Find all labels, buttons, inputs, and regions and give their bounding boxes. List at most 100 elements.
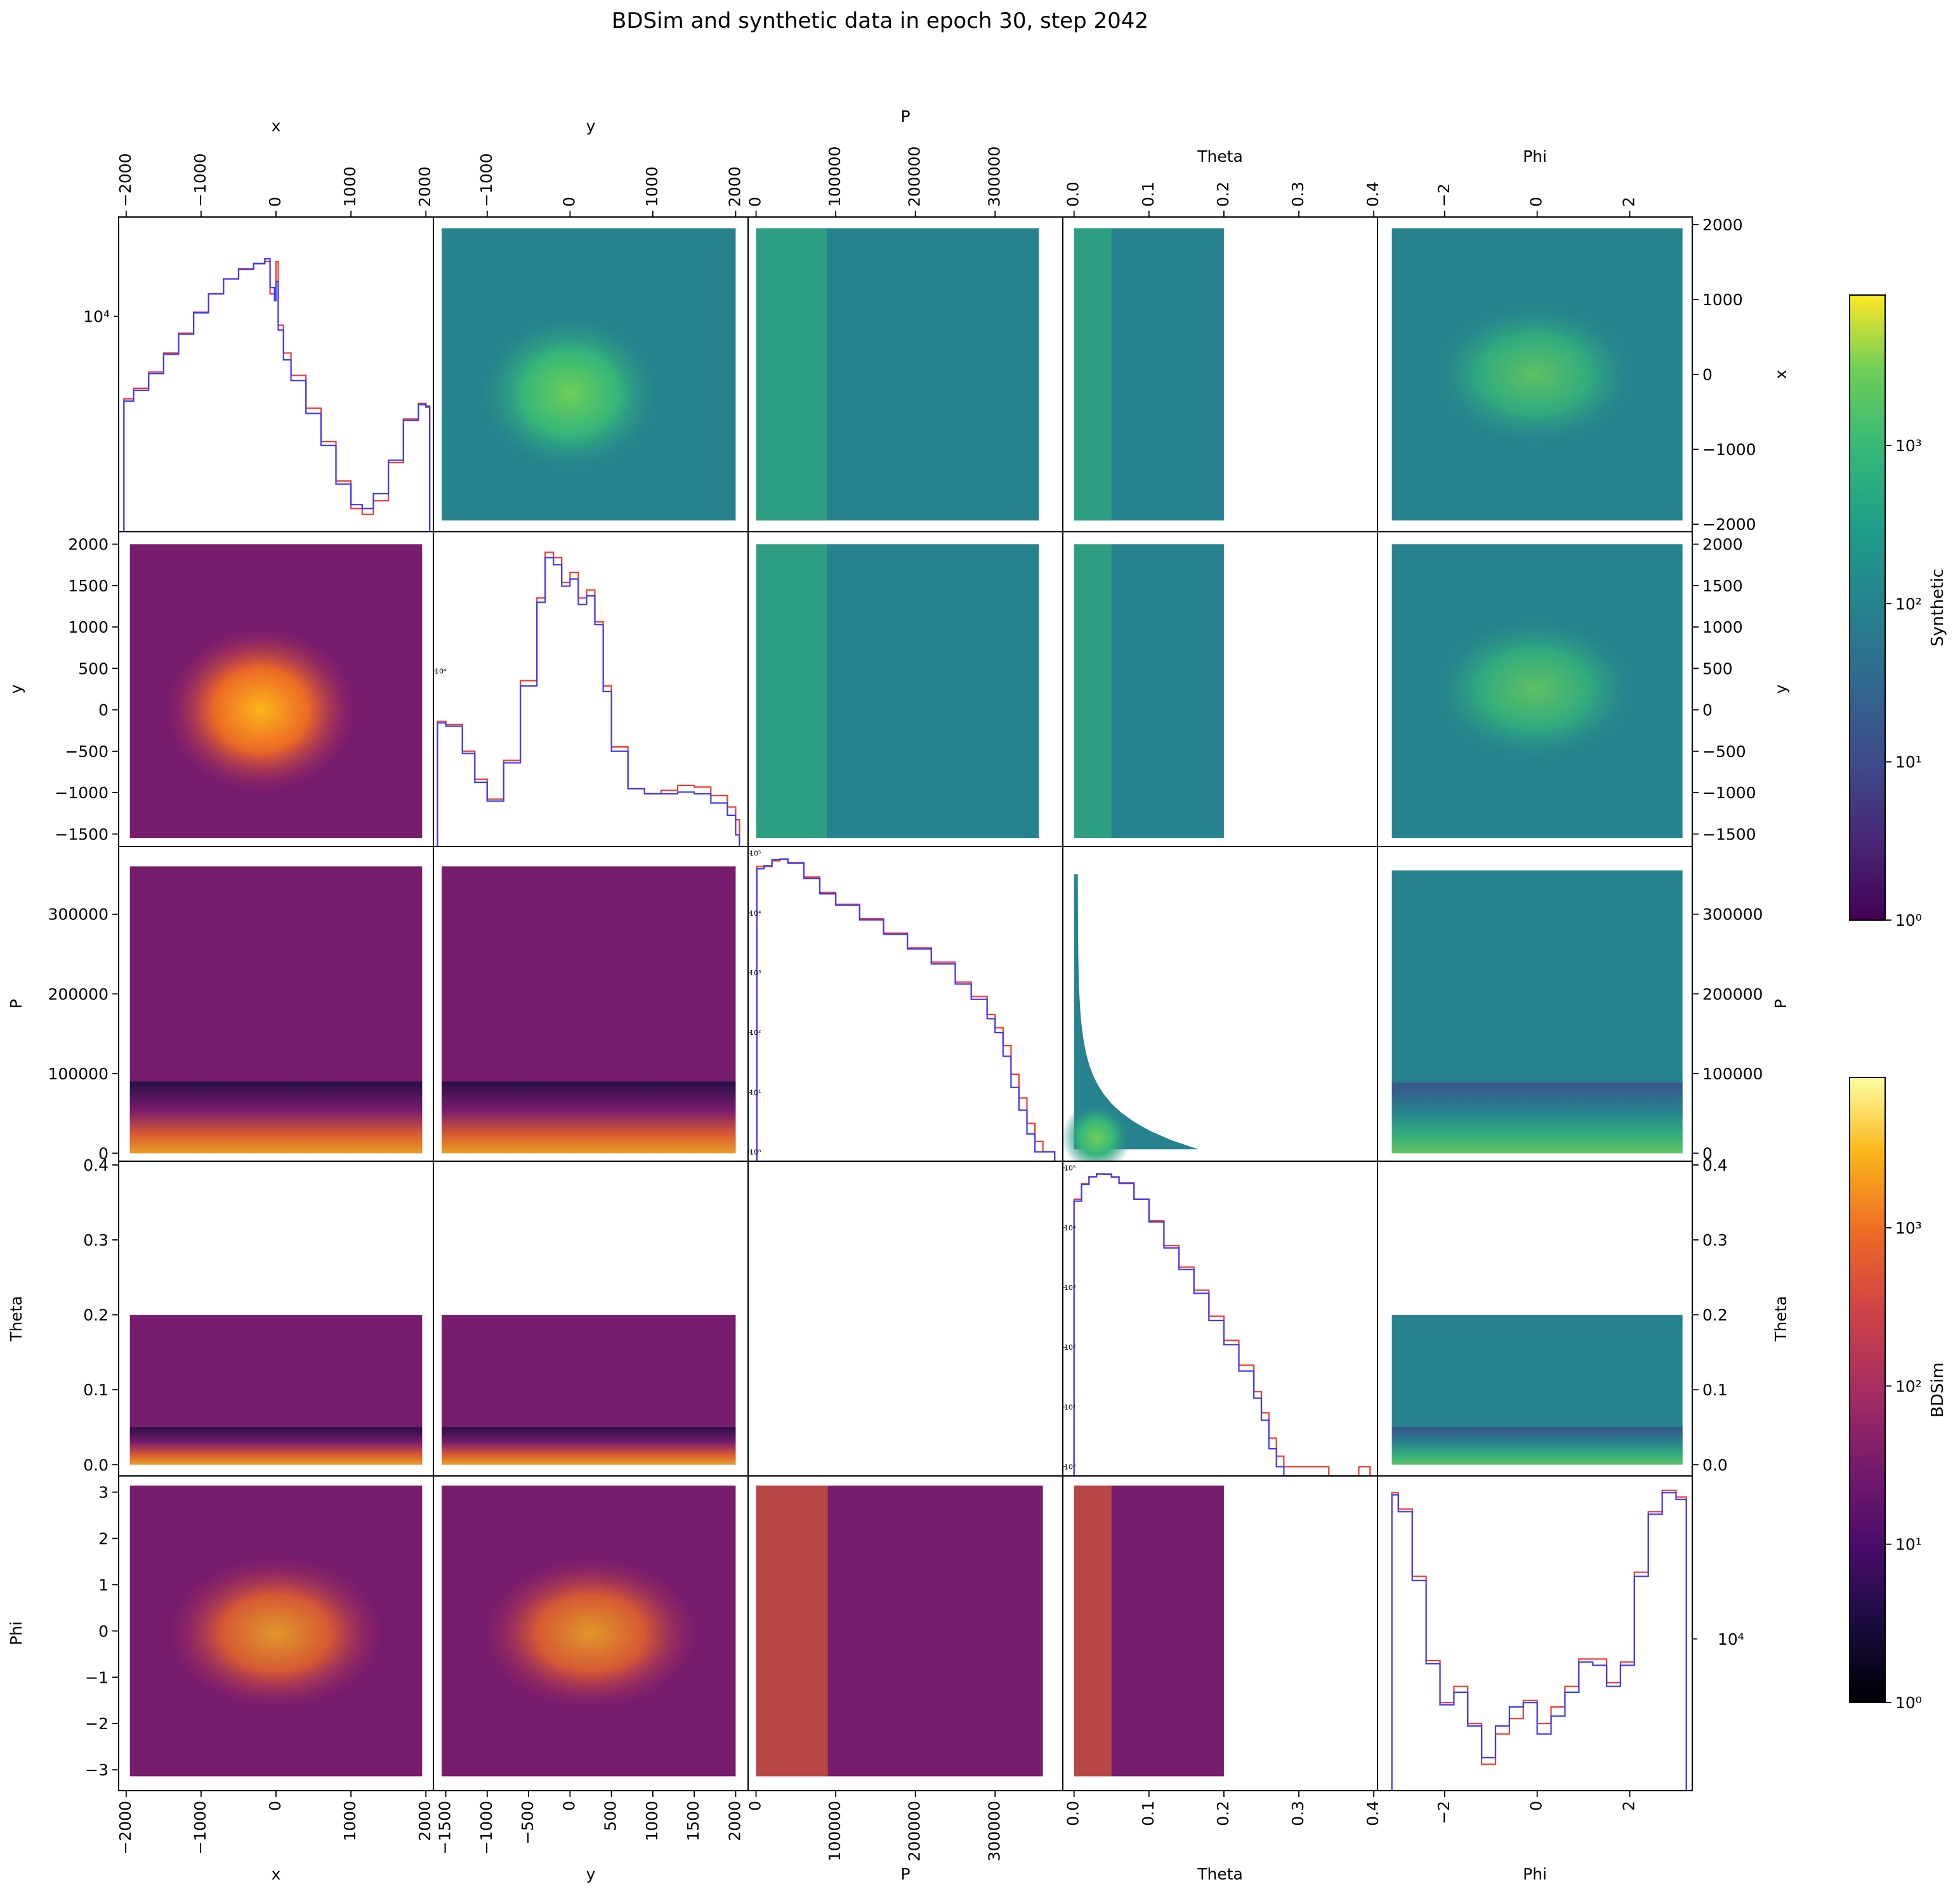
x-tick-label: 2000 bbox=[725, 1801, 744, 1841]
y-tick-label: 1 bbox=[98, 1576, 109, 1594]
x-tick-label: −500 bbox=[518, 1801, 537, 1845]
x-tick-label: 0.3 bbox=[1289, 181, 1307, 207]
x-tick-label: 0 bbox=[560, 1801, 578, 1811]
y-tick-label: 0.3 bbox=[83, 1231, 109, 1249]
colorbar-tick-label: 10² bbox=[1895, 595, 1922, 613]
y-tick-label: 1000 bbox=[1702, 618, 1743, 636]
x-tick-label: 0.2 bbox=[1214, 1801, 1232, 1826]
synthetic-heatmap-y-vs-Theta bbox=[1074, 544, 1224, 838]
panel-frame-Phi-Phi bbox=[1377, 1475, 1693, 1791]
y-tick-label: −1000 bbox=[55, 784, 109, 802]
y-tick-label: 300000 bbox=[1702, 905, 1763, 924]
y-tick-label: −1500 bbox=[55, 825, 109, 843]
x-axis-label-x: x bbox=[272, 1865, 281, 1883]
heatmap-dense-band bbox=[1391, 1083, 1683, 1154]
y-tick-label: 500 bbox=[1702, 659, 1733, 678]
y-tick-label: 100000 bbox=[1702, 1065, 1763, 1083]
figure-title: BDSim and synthetic data in epoch 30, st… bbox=[612, 8, 1148, 34]
y-axis-label-Phi: Phi bbox=[7, 1621, 25, 1645]
x-tick-label: 2000 bbox=[416, 166, 434, 207]
y-tick-label: 0 bbox=[98, 1622, 109, 1640]
heatmap-core bbox=[1427, 298, 1643, 451]
synthetic-heatmap-y-vs-P bbox=[756, 544, 1039, 838]
y-tick-label: 0.2 bbox=[1702, 1306, 1728, 1324]
diag-tick-label: 10⁴ bbox=[1718, 1630, 1744, 1649]
x-tick-label: 1000 bbox=[643, 1801, 661, 1841]
heatmap-core bbox=[168, 1557, 384, 1709]
y-tick-label: 0.4 bbox=[1702, 1156, 1728, 1175]
colorbar-synthetic: 10⁰ 10¹ 10² 10³ Synthetic bbox=[1849, 294, 1947, 930]
histogram-Theta-synthetic-line bbox=[1073, 1173, 1371, 1477]
x-tick-label: 0.0 bbox=[1064, 1801, 1082, 1826]
bdsim-heatmap-Phi-vs-P bbox=[756, 1485, 1043, 1777]
x-tick-label: 300000 bbox=[985, 147, 1003, 207]
x-axis-label-y: y bbox=[586, 1865, 596, 1883]
histogram-x-bdsim-line bbox=[123, 261, 431, 532]
y-axis-label-Theta: Theta bbox=[7, 1296, 25, 1342]
x-tick-label: −2 bbox=[1435, 1801, 1453, 1824]
x-tick-label: −1000 bbox=[477, 1801, 496, 1855]
y-tick-label: 2000 bbox=[1702, 216, 1743, 234]
y-tick-label: 0.2 bbox=[83, 1306, 109, 1324]
x-tick-label: 0 bbox=[560, 197, 578, 207]
synthetic-heatmap-x-vs-Phi bbox=[1391, 228, 1683, 521]
synthetic-heatmap-x-vs-y bbox=[442, 228, 736, 521]
synthetic-heatmap-Theta-vs-Phi bbox=[1391, 1315, 1683, 1465]
colorbar-tick-label: 10¹ bbox=[1895, 1536, 1922, 1554]
diag-tick-label: 10¹ bbox=[749, 1088, 761, 1096]
panel-frame-P-P bbox=[747, 846, 1063, 1162]
x-tick-label: 0.4 bbox=[1364, 1801, 1382, 1826]
x-tick-label: 1000 bbox=[341, 1801, 359, 1841]
y-tick-label: 3 bbox=[98, 1484, 109, 1502]
diag-tick-label: 10⁰ bbox=[749, 1148, 761, 1156]
y-tick-label: 500 bbox=[78, 659, 109, 678]
diag-tick-label: 10² bbox=[749, 1029, 761, 1037]
x-tick-label: 2000 bbox=[725, 166, 744, 207]
x-tick-label: 0.1 bbox=[1139, 1801, 1157, 1826]
x-tick-label: 0.1 bbox=[1139, 181, 1157, 207]
x-tick-label: −1000 bbox=[191, 1801, 209, 1855]
heatmap-dense-band bbox=[756, 1485, 828, 1777]
x-tick-label: −1500 bbox=[436, 1801, 454, 1855]
y-axis-label-Theta: Theta bbox=[1772, 1296, 1790, 1342]
colorbar-gradient bbox=[1849, 1077, 1886, 1703]
diag-tick-label: 10¹ bbox=[1064, 1403, 1075, 1411]
histogram-P-bdsim-line bbox=[756, 858, 1056, 1161]
histogram-Phi-bdsim-line bbox=[1391, 1489, 1687, 1791]
histogram-x-synthetic-line bbox=[123, 258, 431, 532]
x-tick-label: 0.4 bbox=[1364, 181, 1382, 207]
panel-grid: 10⁴10⁴10⁰10¹10²10³10⁴10⁵10⁰10¹10²10³10⁴1… bbox=[83, 216, 1744, 1791]
diag-tick-label: 10⁴ bbox=[749, 909, 761, 918]
bdsim-heatmap-Phi-vs-x bbox=[129, 1485, 423, 1777]
diag-tick-label: 10⁰ bbox=[1064, 1463, 1076, 1471]
x-tick-label: 0 bbox=[746, 1801, 765, 1811]
x-axis-label-Phi: Phi bbox=[1523, 1865, 1547, 1883]
x-tick-label: 1000 bbox=[643, 166, 661, 207]
histogram-Theta-bdsim-line bbox=[1073, 1173, 1371, 1477]
colorbar-tick-label: 10³ bbox=[1895, 437, 1922, 455]
y-tick-label: −1500 bbox=[1702, 825, 1756, 843]
y-tick-label: 2000 bbox=[1702, 536, 1743, 554]
x-tick-label: −2 bbox=[1435, 183, 1453, 207]
y-tick-label: 0.0 bbox=[1702, 1456, 1728, 1474]
x-tick-label: −1000 bbox=[191, 153, 209, 207]
synthetic-heatmap-P-vs-Theta bbox=[1063, 874, 1199, 1161]
diag-tick-label: 10⁵ bbox=[1064, 1164, 1075, 1173]
y-tick-label: 300000 bbox=[48, 905, 109, 924]
x-tick-label: 0 bbox=[746, 197, 765, 207]
y-tick-label: 0 bbox=[1702, 701, 1713, 720]
colorbars: 10⁰ 10¹ 10² 10³ Synthetic 10⁰ 10¹ 10² 10³ BDSim bbox=[1849, 294, 1947, 1712]
y-tick-label: 1000 bbox=[1702, 291, 1743, 309]
heatmap-dense-band bbox=[129, 1427, 423, 1465]
y-tick-label: 0.1 bbox=[1702, 1381, 1728, 1399]
y-tick-label: 0.0 bbox=[83, 1456, 109, 1474]
heatmap-core bbox=[1063, 1102, 1132, 1161]
colorbar-tick-label: 10¹ bbox=[1895, 753, 1922, 772]
y-tick-label: 200000 bbox=[1702, 985, 1763, 1003]
bdsim-heatmap-Phi-vs-Theta bbox=[1074, 1485, 1224, 1777]
diag-tick-label: 10⁴ bbox=[435, 667, 447, 675]
heatmap-core bbox=[475, 310, 666, 476]
colorbar-tick-label: 10³ bbox=[1895, 1219, 1922, 1237]
y-tick-label: 1000 bbox=[68, 618, 109, 636]
